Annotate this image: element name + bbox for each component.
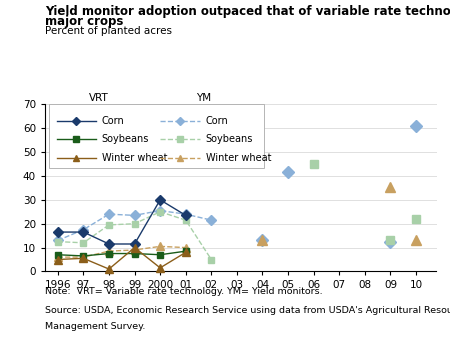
Text: Soybeans: Soybeans <box>102 134 149 144</box>
Text: Corn: Corn <box>206 116 228 126</box>
Text: Winter wheat: Winter wheat <box>206 153 271 163</box>
Text: Soybeans: Soybeans <box>206 134 253 144</box>
Text: Yield monitor adoption outpaced that of variable rate technology for: Yield monitor adoption outpaced that of … <box>45 5 450 18</box>
Text: Source: USDA, Economic Research Service using data from USDA's Agricultural Reso: Source: USDA, Economic Research Service … <box>45 306 450 315</box>
Text: major crops: major crops <box>45 15 123 27</box>
Text: Percent of planted acres: Percent of planted acres <box>45 26 172 36</box>
Text: Note:  VRT= Variable rate technology. YM= Yield monitors.: Note: VRT= Variable rate technology. YM=… <box>45 287 323 296</box>
Text: VRT: VRT <box>89 93 108 103</box>
Text: Management Survey.: Management Survey. <box>45 322 145 331</box>
FancyBboxPatch shape <box>49 104 264 168</box>
Text: YM: YM <box>196 93 211 103</box>
Text: Winter wheat: Winter wheat <box>102 153 167 163</box>
Text: Corn: Corn <box>102 116 125 126</box>
